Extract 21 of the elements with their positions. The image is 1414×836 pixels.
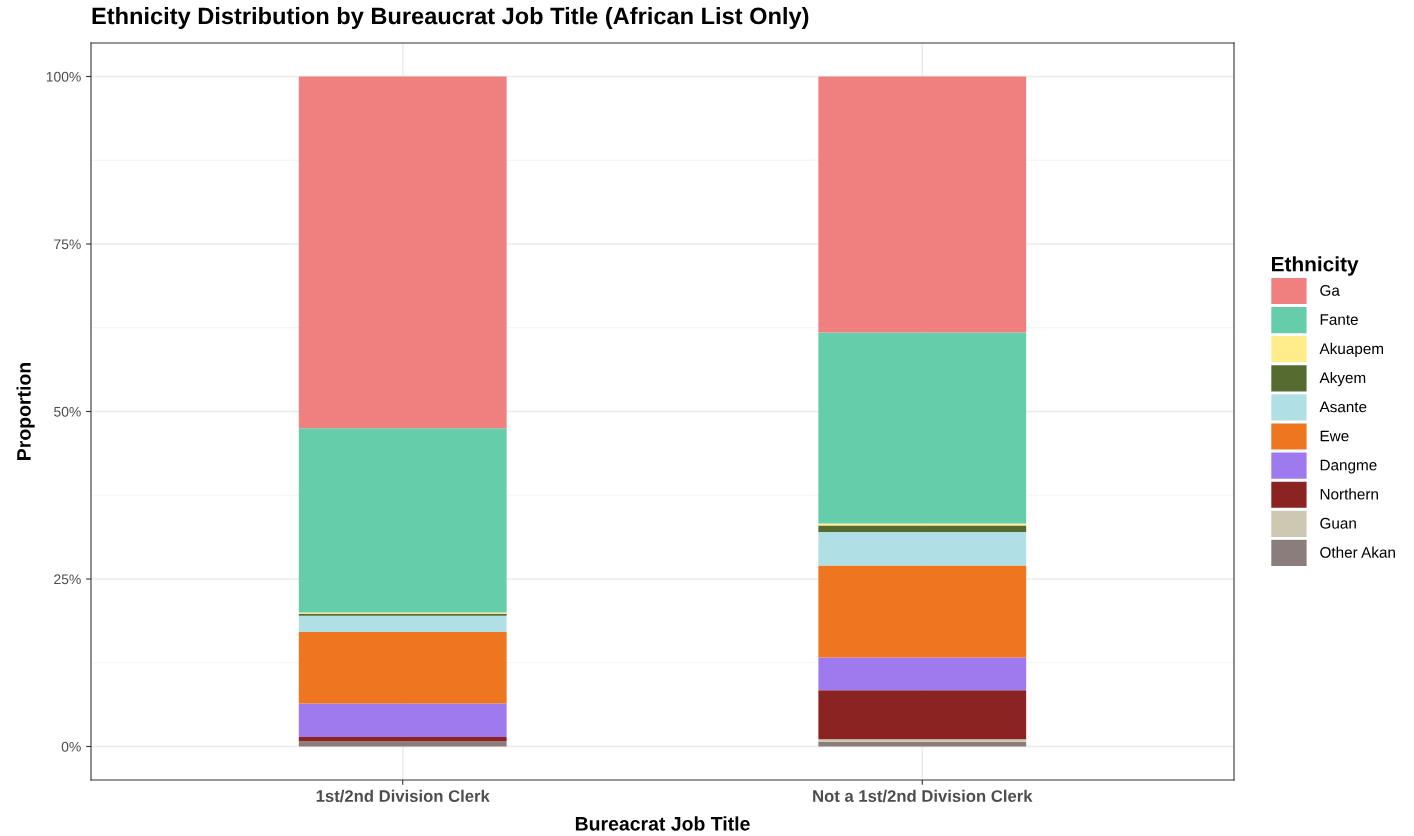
legend-label: Ga [1320, 285, 1340, 296]
legend-title: Ethnicity [1272, 256, 1359, 276]
x-axis-title: Bureacrat Job Title [575, 816, 750, 831]
y-tick-label: 100% [46, 71, 81, 82]
chart-title: Ethnicity Distribution by Bureaucrat Job Title (African List Only) [92, 7, 809, 30]
legend-label: Guan [1320, 517, 1356, 529]
y-tick-label: 75% [54, 239, 81, 250]
y-tick-label: 25% [54, 574, 81, 585]
x-tick-label: Not a 1st/2nd Division Clerk [813, 789, 1033, 803]
y-axis-title: Proportion [16, 363, 35, 460]
legend-label: Dangme [1320, 459, 1377, 474]
legend-label: Northern [1320, 488, 1378, 500]
legend-label: Asante [1319, 401, 1367, 413]
y-tick-label: 50% [54, 406, 81, 417]
x-tick-label: 1st/2nd Division Clerk [316, 789, 490, 803]
legend-label: Ewe [1320, 430, 1349, 442]
legend-label: Fante [1320, 314, 1358, 325]
legend-label: Akyem [1319, 371, 1366, 387]
legend-label: Other Akan [1320, 546, 1395, 558]
legend-label: Akuapem [1319, 342, 1384, 358]
y-tick-label: 0% [61, 741, 81, 752]
